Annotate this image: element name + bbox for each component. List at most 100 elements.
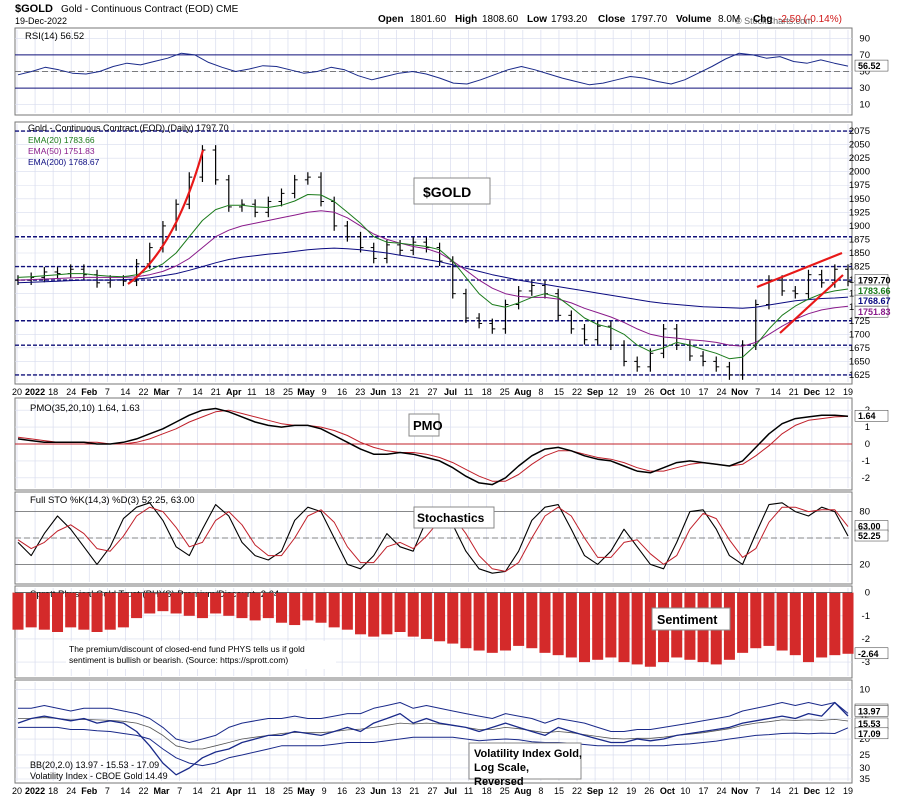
x-tick-label-bottom: 21 — [409, 786, 419, 796]
x-tick-label: 14 — [771, 387, 781, 397]
sentiment-bar — [513, 592, 525, 646]
volatility-line — [17, 701, 849, 776]
sentiment-bar — [644, 592, 656, 667]
ohlc-readout: Open 1801.60 High 1808.60 Low 1793.20 Cl… — [378, 14, 842, 25]
x-tick-label: 25 — [500, 387, 510, 397]
stochastics-title: Full STO %K(14,3) %D(3) 52.25, 63.00 — [30, 495, 195, 506]
volatility-label-line: Log Scale, — [474, 762, 529, 774]
gold-label-box: $GOLD — [413, 177, 491, 205]
x-tick-label: 20 — [12, 387, 22, 397]
bb-lower-line — [18, 726, 849, 767]
volatility-label-line: Volatility Index Gold, — [474, 748, 582, 760]
ema20-line — [17, 194, 849, 360]
stochastics-y-tick-label: 20 — [859, 559, 870, 570]
x-tick-label: 7 — [177, 387, 182, 397]
x-tick-label-bottom: Aug — [514, 786, 532, 796]
sentiment-bar — [434, 592, 446, 642]
high-value: 1808.60 — [482, 14, 519, 25]
value-label: 17.09 — [858, 729, 881, 739]
x-tick-label-bottom: 11 — [247, 786, 256, 796]
rsi-line — [17, 52, 849, 86]
volatility-panel-frame — [14, 679, 853, 784]
volatility-y-tick-label: 35 — [859, 774, 870, 785]
sentiment-bar — [605, 592, 617, 658]
sentiment-bar — [223, 592, 235, 616]
close-value: 1797.70 — [631, 14, 668, 25]
x-tick-label-bottom: 12 — [608, 786, 618, 796]
sentiment-y-tick-label: 0 — [865, 588, 870, 599]
pmo-y-tick-label: -2 — [862, 473, 870, 484]
x-tick-label: 24 — [717, 387, 727, 397]
x-tick-label: Aug — [514, 387, 532, 397]
x-tick-label-bottom: 2022 — [25, 786, 45, 796]
close-label: Close — [598, 14, 626, 25]
x-tick-label-bottom: 24 — [717, 786, 727, 796]
x-tick-label: 23 — [355, 387, 365, 397]
open-label: Open — [378, 14, 404, 25]
x-tick-label: 11 — [464, 387, 473, 397]
sentiment-y-tick-label: -3 — [862, 657, 870, 668]
sentiment-note-line: The premium/discount of closed-end fund … — [69, 644, 305, 654]
symbol-description: Gold - Continuous Contract (EOD) CME — [61, 4, 239, 15]
sentiment-bar — [447, 592, 459, 644]
x-tick-label-bottom: May — [297, 786, 315, 796]
x-tick-label-bottom: 14 — [120, 786, 130, 796]
x-tick-label-bottom: 25 — [500, 786, 510, 796]
sentiment-bar — [618, 592, 630, 663]
value-label: 63.00 — [858, 522, 881, 532]
x-tick-label: 2022 — [25, 387, 45, 397]
value-label-box — [854, 529, 889, 542]
rsi-y-tick-label: 30 — [859, 83, 870, 94]
trendline-upper — [756, 251, 843, 289]
x-tick-label: Oct — [660, 387, 675, 397]
sentiment-bar — [315, 592, 327, 623]
value-label: 56.52 — [858, 61, 881, 71]
sentiment-bar — [65, 592, 77, 628]
x-tick-label: 11 — [247, 387, 256, 397]
stochastics-y-tick-label: 80 — [859, 507, 870, 518]
sentiment-bar — [52, 592, 64, 632]
x-tick-label: 21 — [409, 387, 419, 397]
x-tick-label-bottom: 10 — [680, 786, 690, 796]
x-tick-label-bottom: Nov — [731, 786, 748, 796]
x-tick-label: 15 — [554, 387, 564, 397]
volatility-y-tick-label: 25 — [859, 750, 870, 761]
x-tick-label: 18 — [482, 387, 492, 397]
sentiment-bar — [210, 592, 222, 614]
price-y-tick-label: 1900 — [849, 221, 870, 232]
watermark: © StockCharts.com — [735, 16, 813, 26]
x-tick-label: 21 — [789, 387, 799, 397]
x-tick-label-bottom: Oct — [660, 786, 675, 796]
x-tick-label: Jun — [370, 387, 386, 397]
x-tick-label: 18 — [48, 387, 58, 397]
sentiment-bar — [170, 592, 182, 614]
sentiment-label: Sentiment — [657, 613, 718, 627]
x-axis-tick-labels: 20202022202218182424FebFeb7714142222MarM… — [12, 387, 853, 796]
volume-label: Volume — [676, 14, 712, 25]
sentiment-note: The premium/discount of closed-end fund … — [69, 644, 305, 665]
x-tick-label-bottom: 7 — [105, 786, 110, 796]
sentiment-note-line: sentiment is bullish or bearish. (Source… — [69, 655, 288, 665]
sentiment-bar — [355, 592, 367, 635]
low-label: Low — [527, 14, 547, 25]
volatility-y-tick-label: 20 — [859, 734, 870, 745]
price-y-tick-label: 1925 — [849, 207, 870, 218]
volatility-label: Volatility Index Gold, Log Scale, Reversed — [474, 748, 582, 788]
price-y-tick-label: 1675 — [849, 343, 870, 354]
sentiment-bar — [552, 592, 564, 656]
x-tick-label-bottom: 18 — [265, 786, 275, 796]
value-label-box — [854, 727, 889, 740]
volatility-y-tick-label: 10 — [859, 685, 870, 696]
value-label: 1783.66 — [858, 286, 891, 296]
x-tick-label-bottom: Feb — [81, 786, 98, 796]
sentiment-bar — [407, 592, 419, 637]
ema50-line — [17, 210, 849, 347]
sentiment-y-tick-label: -1 — [862, 611, 870, 622]
sentiment-bar — [78, 592, 90, 630]
x-tick-label-bottom: 9 — [322, 786, 327, 796]
x-tick-label: 14 — [120, 387, 130, 397]
sentiment-bar — [91, 592, 103, 632]
price-y-tick-label: 1975 — [849, 180, 870, 191]
x-tick-label-bottom: Dec — [804, 786, 821, 796]
value-label-box — [854, 305, 889, 318]
